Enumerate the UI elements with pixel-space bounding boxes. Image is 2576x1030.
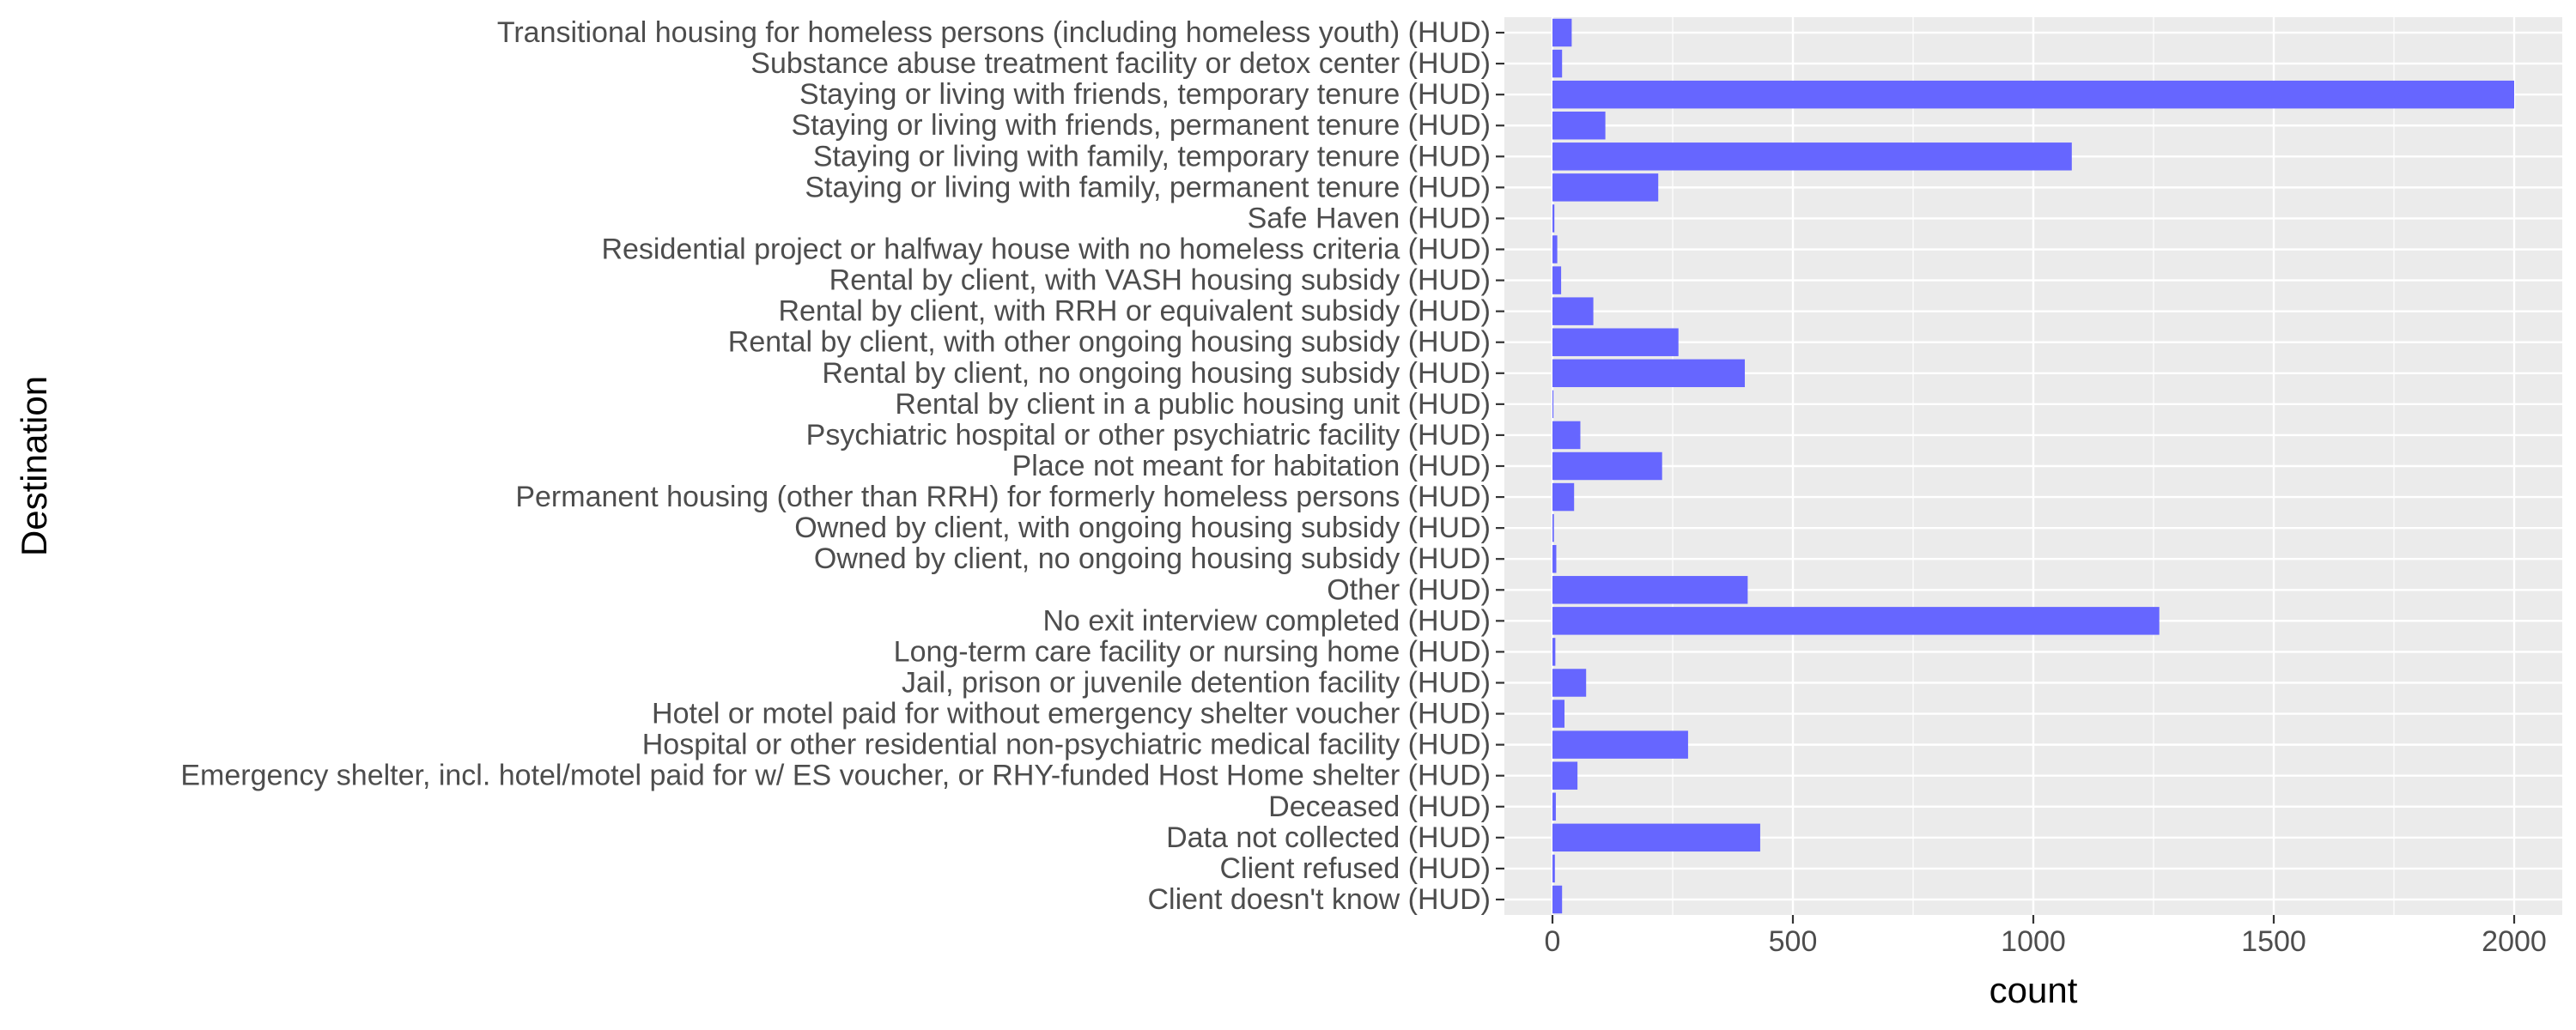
y-tick-label: Staying or living with friends, permanen… bbox=[792, 109, 1491, 142]
y-tick-label: Client refused (HUD) bbox=[1219, 852, 1491, 885]
bar bbox=[1552, 80, 2514, 109]
y-tick-label: Long-term care facility or nursing home … bbox=[894, 635, 1491, 668]
y-tick-label: Rental by client in a public housing uni… bbox=[895, 388, 1491, 421]
y-tick-label: Staying or living with family, temporary… bbox=[813, 140, 1491, 173]
y-tick-label: Hospital or other residential non-psychi… bbox=[642, 729, 1491, 761]
bar bbox=[1552, 390, 1554, 419]
bar bbox=[1552, 854, 1555, 883]
x-tick-label: 1500 bbox=[2241, 925, 2306, 958]
bar bbox=[1552, 297, 1594, 325]
y-axis-title: Destination bbox=[14, 376, 54, 556]
x-tick-label: 500 bbox=[1769, 925, 1818, 958]
bar bbox=[1552, 700, 1564, 728]
x-tick-label: 2000 bbox=[2482, 925, 2547, 958]
x-axis-ticks: 0 500 1000 1500 2000 bbox=[1545, 915, 2547, 958]
bar bbox=[1552, 235, 1558, 264]
bar bbox=[1552, 112, 1606, 140]
bar bbox=[1552, 730, 1688, 759]
bar bbox=[1552, 49, 1563, 78]
bar bbox=[1552, 142, 2072, 171]
bar bbox=[1552, 792, 1556, 821]
y-tick-label: Hotel or motel paid for without emergenc… bbox=[652, 698, 1491, 730]
bar bbox=[1552, 482, 1575, 512]
bar bbox=[1552, 173, 1659, 202]
bar bbox=[1552, 638, 1556, 666]
y-tick-label: Emergency shelter, incl. hotel/motel pai… bbox=[180, 760, 1491, 792]
bar bbox=[1552, 669, 1587, 697]
bar bbox=[1552, 544, 1557, 573]
y-axis-labels: Transitional housing for homeless person… bbox=[180, 16, 1504, 916]
y-tick-label: Owned by client, with ongoing housing su… bbox=[794, 512, 1491, 544]
grid-lines bbox=[1504, 17, 2562, 915]
y-tick-label: Psychiatric hospital or other psychiatri… bbox=[806, 419, 1491, 451]
bar bbox=[1552, 421, 1581, 450]
y-tick-label: Other (HUD) bbox=[1327, 573, 1491, 606]
x-axis-title: count bbox=[1990, 970, 2078, 1010]
x-tick-label: 1000 bbox=[2001, 925, 2066, 958]
y-tick-label: Transitional housing for homeless person… bbox=[497, 16, 1491, 49]
y-tick-label: Data not collected (HUD) bbox=[1166, 821, 1491, 854]
bar bbox=[1552, 451, 1662, 481]
y-tick-label: Owned by client, no ongoing housing subs… bbox=[814, 542, 1491, 575]
y-tick-label: Rental by client, with other ongoing hou… bbox=[728, 326, 1491, 359]
y-tick-label: Permanent housing (other than RRH) for f… bbox=[515, 481, 1491, 513]
y-tick-label: Rental by client, with VASH housing subs… bbox=[829, 264, 1491, 297]
bar bbox=[1552, 359, 1745, 388]
y-tick-label: Rental by client, no ongoing housing sub… bbox=[822, 357, 1491, 390]
bar bbox=[1552, 761, 1578, 790]
bar bbox=[1552, 607, 2160, 635]
bar bbox=[1552, 576, 1748, 604]
x-tick-label: 0 bbox=[1545, 925, 1561, 958]
y-tick-label: Staying or living with friends, temporar… bbox=[799, 78, 1491, 111]
bar bbox=[1552, 328, 1679, 356]
bars bbox=[1552, 18, 2514, 914]
y-tick-label: Safe Haven (HUD) bbox=[1248, 202, 1491, 234]
y-tick-label: Substance abuse treatment facility or de… bbox=[750, 47, 1491, 80]
bar bbox=[1552, 266, 1562, 294]
bar bbox=[1552, 823, 1760, 852]
y-tick-label: No exit interview completed (HUD) bbox=[1043, 604, 1492, 637]
bar bbox=[1552, 513, 1554, 542]
y-tick-label: Staying or living with family, permanent… bbox=[805, 171, 1491, 203]
y-tick-label: Jail, prison or juvenile detention facil… bbox=[902, 666, 1491, 699]
y-tick-label: Deceased (HUD) bbox=[1268, 791, 1491, 823]
bar bbox=[1552, 204, 1555, 233]
bar bbox=[1552, 18, 1572, 47]
y-tick-label: Place not meant for habitation (HUD) bbox=[1012, 450, 1491, 482]
bar bbox=[1552, 885, 1563, 914]
y-tick-label: Client doesn't know (HUD) bbox=[1147, 883, 1491, 916]
y-tick-label: Rental by client, with RRH or equivalent… bbox=[778, 295, 1491, 328]
y-tick-label: Residential project or halfway house wit… bbox=[601, 233, 1491, 266]
